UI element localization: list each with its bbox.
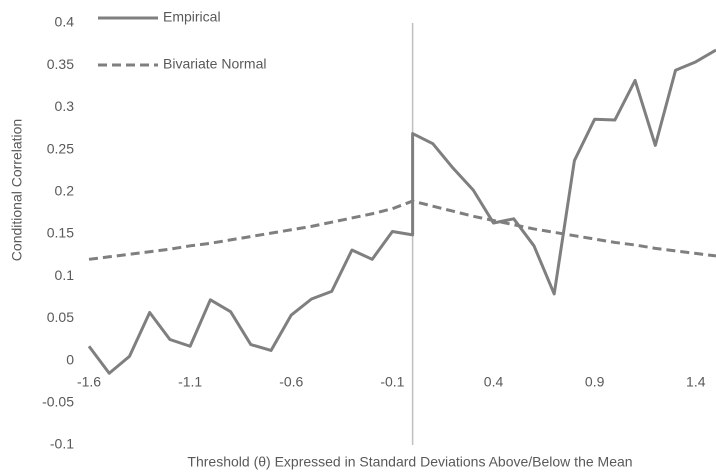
y-tick-label: 0.25 (47, 140, 74, 156)
y-tick-label: 0.2 (55, 183, 75, 199)
legend-label: Bivariate Normal (163, 56, 266, 72)
y-tick-label: 0.15 (47, 225, 74, 241)
x-tick-label: 0.9 (585, 373, 605, 389)
y-tick-label: 0 (66, 351, 74, 367)
x-tick-label: -1.1 (178, 373, 202, 389)
x-tick-label: 0.4 (484, 373, 504, 389)
y-tick-label: -0.1 (50, 436, 74, 452)
y-tick-label: 0.3 (55, 98, 75, 114)
y-tick-label: 0.1 (55, 267, 75, 283)
y-tick-label: 0.05 (47, 309, 74, 325)
y-tick-label: -0.05 (42, 394, 74, 410)
x-tick-label: -1.6 (77, 373, 101, 389)
y-tick-label: 0.35 (47, 56, 74, 72)
series-line (88, 199, 716, 261)
legend-label: Empirical (163, 9, 221, 25)
x-tick-label: 1.4 (686, 373, 706, 389)
x-tick-label: -0.1 (380, 373, 404, 389)
y-tick-label: 0.4 (55, 14, 75, 30)
x-tick-label: -0.6 (279, 373, 303, 389)
x-axis-label: Threshold (θ) Expressed in Standard Devi… (187, 454, 632, 470)
series-line (87, 48, 716, 375)
y-axis-label: Conditional Correlation (9, 119, 25, 261)
